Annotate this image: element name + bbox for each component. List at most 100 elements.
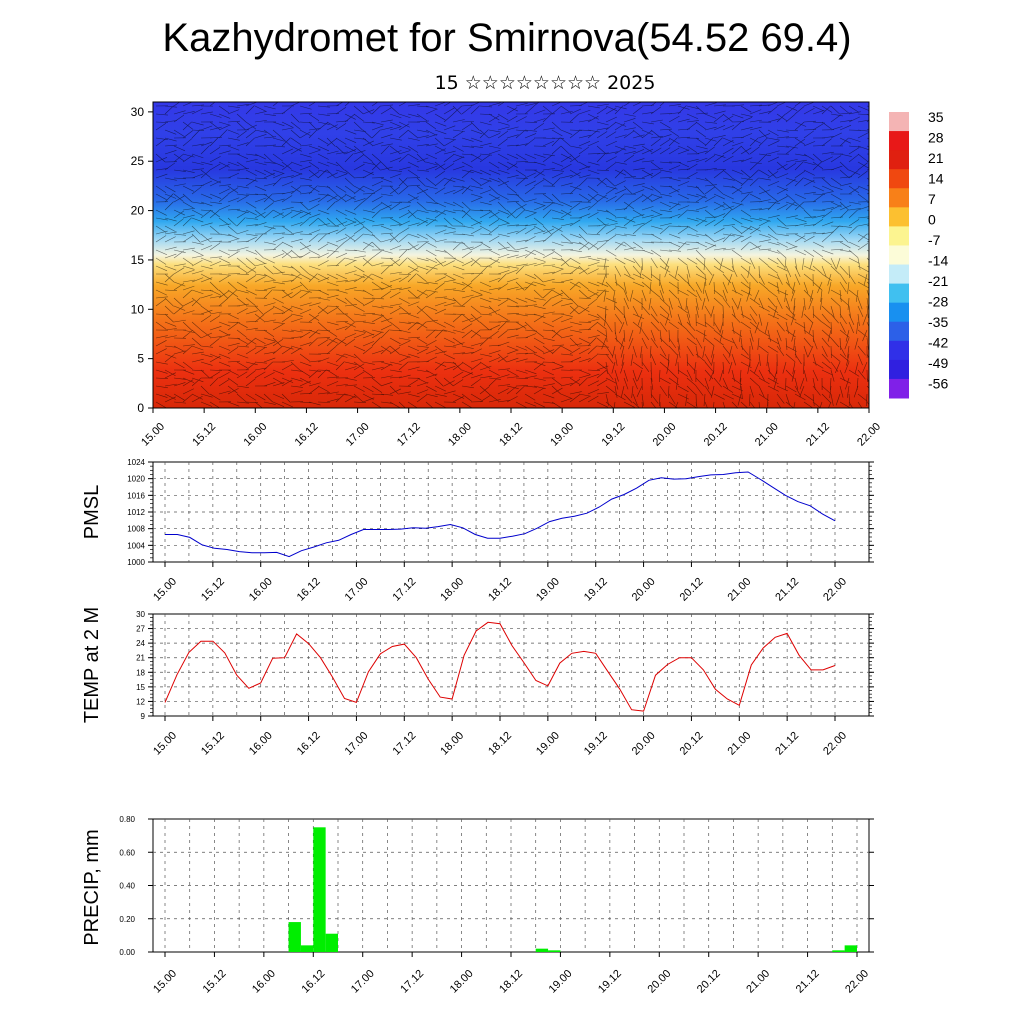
wind-barb <box>587 369 600 371</box>
wind-barb <box>821 393 831 403</box>
wind-barb <box>236 401 249 404</box>
wind-barb <box>686 369 693 381</box>
wind-barb <box>452 177 465 182</box>
wind-barb <box>425 249 437 257</box>
wind-barb <box>443 201 456 207</box>
wind-barb <box>335 337 347 345</box>
wind-barb <box>605 321 613 333</box>
wind-barb <box>515 324 527 331</box>
wind-barb <box>245 347 257 355</box>
wind-barb <box>425 201 438 205</box>
wind-barb <box>443 217 453 227</box>
wind-barb <box>479 179 491 187</box>
wind-barb <box>299 289 312 293</box>
wind-barb <box>767 180 780 187</box>
wind-barb <box>506 345 519 351</box>
wind-barb <box>335 227 347 235</box>
wind-barb <box>794 106 805 115</box>
wind-barb <box>236 103 249 107</box>
colorbar-swatch <box>889 302 909 323</box>
wind-barb <box>821 121 832 130</box>
wind-barb <box>853 385 859 398</box>
precip-bar <box>832 950 845 952</box>
wind-barb <box>164 253 177 259</box>
wind-barb <box>461 209 471 219</box>
wind-barb <box>668 345 678 355</box>
wind-barb <box>812 123 824 131</box>
wind-barb <box>479 353 492 357</box>
wind-barb <box>767 273 780 280</box>
wind-barb <box>578 369 591 375</box>
wind-barb <box>569 130 580 139</box>
wind-barb <box>614 313 623 324</box>
wind-barb <box>182 345 193 355</box>
wind-barb <box>245 266 257 275</box>
wind-barb <box>164 289 177 291</box>
wind-barb <box>533 305 546 310</box>
wind-barb <box>605 234 617 243</box>
wind-barb <box>587 105 600 109</box>
wind-barb <box>632 195 644 203</box>
wind-barb <box>785 246 798 251</box>
wind-barb <box>164 177 177 181</box>
wind-barb <box>632 401 641 408</box>
wind-barb <box>803 369 808 382</box>
wind-barb <box>416 120 429 123</box>
wind-barb <box>326 345 337 355</box>
wind-barb <box>767 241 780 246</box>
wind-barb <box>290 305 303 310</box>
wind-barb <box>767 201 777 211</box>
precip-bar <box>313 827 326 952</box>
wind-barb <box>209 401 221 408</box>
wind-barb <box>317 392 330 395</box>
wind-barb <box>497 113 509 121</box>
wind-barb <box>344 249 357 252</box>
profile-xtick-label: 17.00 <box>344 421 372 449</box>
wind-barb <box>740 385 743 398</box>
wind-barb <box>766 353 769 366</box>
wind-barb <box>767 393 769 407</box>
wind-barb <box>416 201 427 210</box>
wind-barb <box>335 241 346 251</box>
wind-barb <box>236 281 248 289</box>
wind-barb <box>821 337 830 348</box>
wind-barb <box>650 138 661 147</box>
wind-barb <box>479 265 492 268</box>
wind-barb <box>263 401 276 405</box>
wind-barb <box>173 319 186 323</box>
wind-barb <box>155 209 167 216</box>
wind-barb <box>173 169 186 172</box>
wind-barb <box>866 281 869 285</box>
wind-barb <box>290 265 301 274</box>
wind-barb <box>587 140 600 147</box>
wind-barb <box>308 185 318 195</box>
wind-barb <box>578 141 591 147</box>
wind-barb <box>848 145 861 148</box>
wind-barb <box>263 226 274 235</box>
wind-barb <box>620 345 625 358</box>
wind-barb <box>704 289 710 302</box>
wind-barb <box>443 390 456 395</box>
wind-barb <box>434 121 447 127</box>
wind-barb <box>254 276 266 283</box>
colorbar-swatch <box>889 359 909 380</box>
wind-barb <box>290 129 301 139</box>
wind-barb <box>611 361 616 374</box>
wind-barb <box>164 105 177 108</box>
wind-barb <box>371 180 384 187</box>
wind-barb <box>695 177 708 182</box>
wind-barb <box>317 121 330 125</box>
wind-barb <box>524 180 536 187</box>
wind-barb <box>740 193 750 203</box>
wind-barb <box>515 224 528 227</box>
wind-barb <box>658 369 661 382</box>
wind-barb <box>515 345 528 351</box>
wind-barb <box>452 352 465 355</box>
wind-barb <box>227 251 239 259</box>
wind-barb <box>272 242 283 251</box>
wind-barb <box>830 204 842 211</box>
wind-barb <box>703 329 706 342</box>
wind-barb <box>398 356 410 363</box>
wind-barb <box>173 382 186 387</box>
wind-barb <box>362 241 373 251</box>
